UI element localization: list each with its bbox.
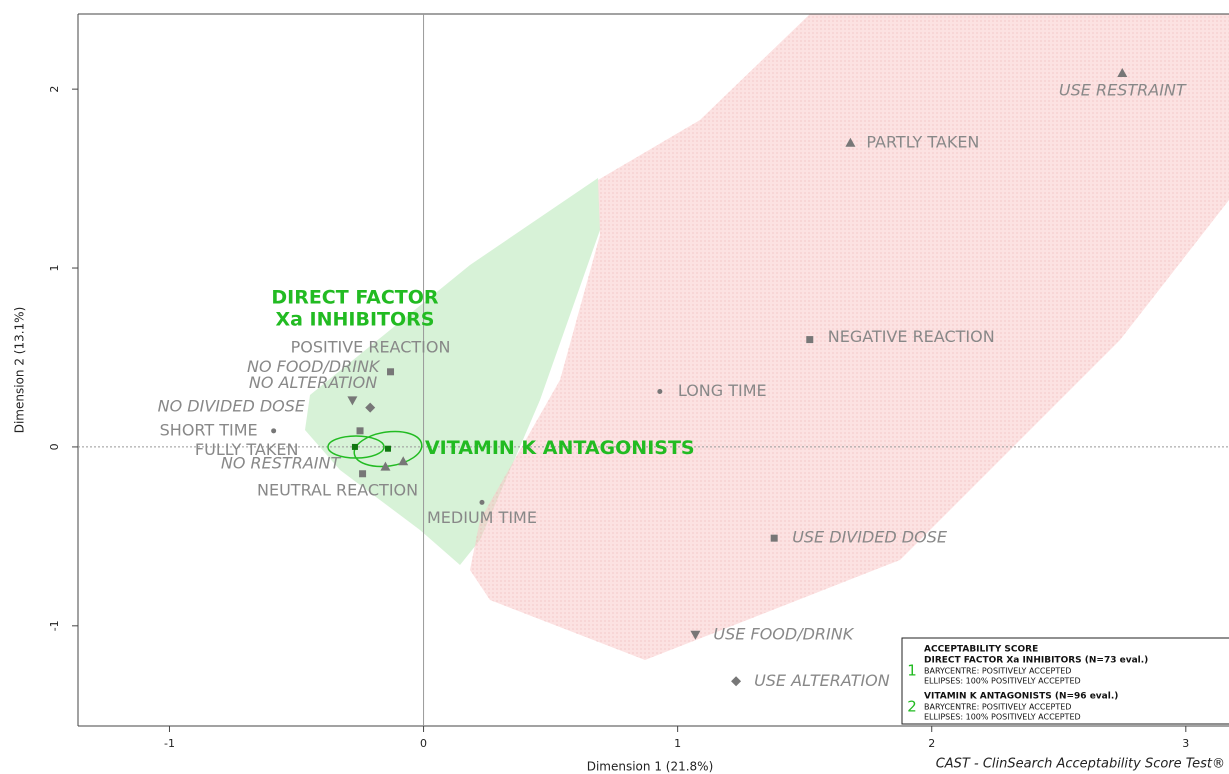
- y-tick-label: 2: [48, 86, 61, 93]
- point-label: NEGATIVE REACTION: [828, 327, 995, 346]
- legend-line: ELLIPSES: 100% POSITIVELY ACCEPTED: [924, 677, 1081, 686]
- y-axis-label: Dimension 2 (13.1%): [13, 307, 27, 434]
- point: [770, 534, 778, 542]
- legend-line: BARYCENTRE: POSITIVELY ACCEPTED: [924, 667, 1071, 676]
- point: [731, 676, 742, 687]
- legend-title: ACCEPTABILITY SCORE: [924, 645, 1038, 655]
- point-label: SHORT TIME: [160, 420, 258, 439]
- legend-entry: VITAMIN K ANTAGONISTS (N=96 eval.): [924, 692, 1118, 702]
- point: [690, 630, 701, 640]
- point-label: NEUTRAL REACTION: [257, 480, 418, 499]
- footer: CAST - ClinSearch Acceptability Score Te…: [936, 757, 1225, 772]
- x-tick-label: 1: [674, 737, 681, 750]
- point-label: USE ALTERATION: [754, 671, 890, 690]
- point-label: NO FOOD/DRINK: [247, 357, 381, 376]
- x-tick-label: 0: [420, 737, 427, 750]
- point: [387, 368, 395, 376]
- barycentre: [351, 443, 358, 450]
- point: [359, 470, 367, 478]
- point-label: USE DIVIDED DOSE: [792, 528, 948, 547]
- point: [271, 428, 277, 434]
- green-hull: [305, 178, 600, 565]
- legend-number: 1: [907, 662, 917, 680]
- axes: [72, 13, 1229, 732]
- point-label: NO DIVIDED DOSE: [158, 396, 306, 415]
- x-tick-label: 3: [1182, 737, 1189, 750]
- point: [845, 137, 856, 147]
- x-tick-label: 2: [928, 737, 935, 750]
- barycentre: [384, 445, 391, 452]
- point: [1117, 68, 1128, 78]
- point-label: PARTLY TAKEN: [866, 132, 979, 151]
- group-label: VITAMIN K ANTAGONISTS: [425, 437, 695, 459]
- x-axis-label: Dimension 1 (21.8%): [587, 760, 714, 774]
- point: [806, 336, 814, 344]
- point: [347, 396, 358, 406]
- legend-box: [901, 637, 1229, 725]
- point-label: POSITIVE REACTION: [291, 337, 451, 356]
- ellipse: [353, 430, 423, 468]
- group-label: DIRECT FACTOR: [271, 286, 439, 308]
- legend-entry: DIRECT FACTOR Xa INHIBITORS (N=73 eval.): [924, 656, 1148, 666]
- group-label: Xa INHIBITORS: [275, 308, 434, 330]
- point-label: USE FOOD/DRINK: [713, 624, 854, 643]
- y-tick-label: 0: [48, 443, 61, 450]
- legend-line: BARYCENTRE: POSITIVELY ACCEPTED: [924, 703, 1071, 712]
- point: [479, 499, 485, 505]
- x-tick-label: -1: [164, 737, 175, 750]
- y-tick-label: 1: [48, 265, 61, 272]
- point: [657, 388, 663, 394]
- point-label: NO ALTERATION: [249, 373, 377, 392]
- point: [380, 461, 391, 471]
- point-label: FULLY TAKEN: [195, 440, 299, 459]
- point-label: USE RESTRAINT: [1059, 81, 1187, 100]
- point: [356, 427, 364, 435]
- legend-number: 2: [907, 698, 917, 716]
- point: [365, 402, 376, 413]
- point-label: MEDIUM TIME: [427, 508, 537, 527]
- y-tick-label: -1: [48, 620, 61, 631]
- point-label: LONG TIME: [678, 381, 767, 400]
- legend-line: ELLIPSES: 100% POSITIVELY ACCEPTED: [924, 713, 1081, 722]
- red-hull-dots: [470, 14, 1229, 660]
- point-label: NO RESTRAINT: [221, 454, 342, 473]
- point: [398, 456, 409, 466]
